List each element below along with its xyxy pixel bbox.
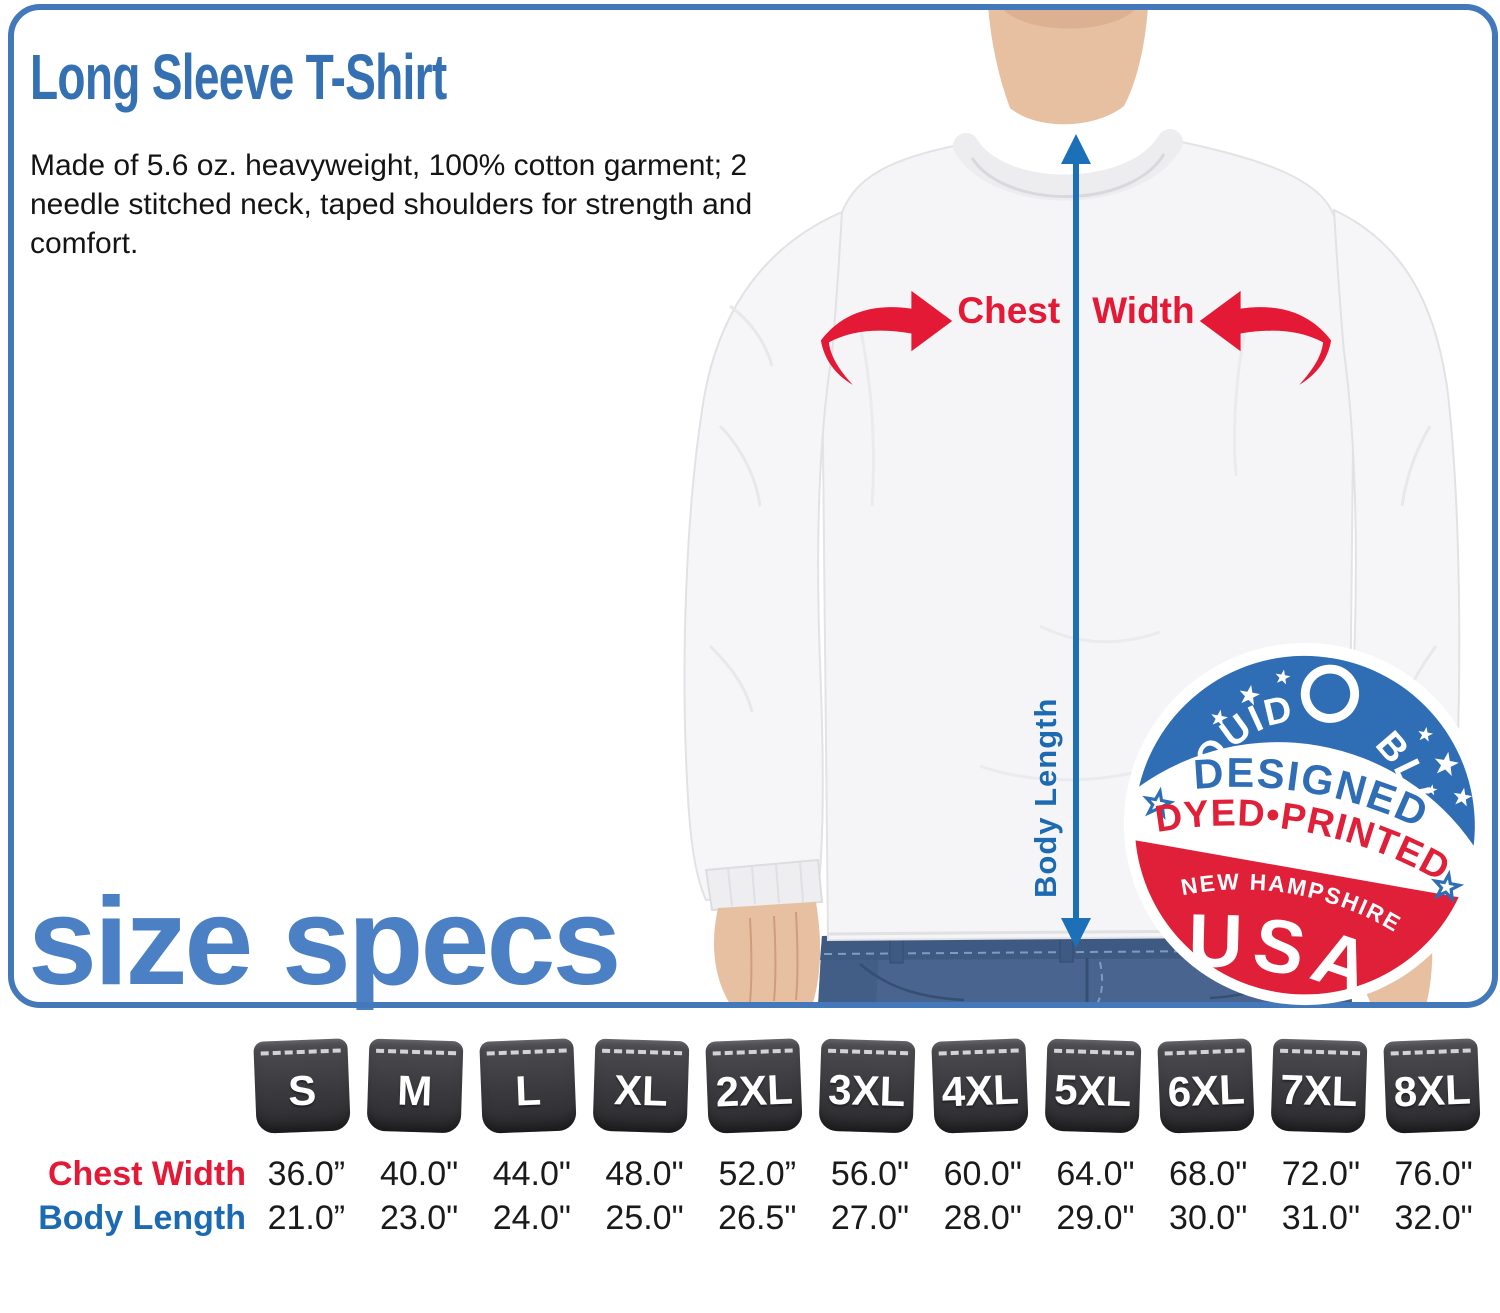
liquid-blue-logo-icon: [1300, 664, 1360, 723]
chest-width-value-5xl: 64.0": [1056, 1154, 1135, 1193]
body-length-value-7xl: 31.0": [1281, 1198, 1361, 1237]
chest-width-value-3xl: 56.0": [830, 1154, 910, 1193]
body-length-value-xl: 25.0": [605, 1198, 684, 1237]
body-length-value-8xl: 32.0": [1394, 1198, 1473, 1237]
tag-stitch: [712, 1048, 793, 1056]
size-tag-label: M: [396, 1066, 434, 1115]
tag-stitch: [1280, 1048, 1361, 1056]
size-tag-label: 6XL: [1166, 1065, 1246, 1116]
size-tag-7xl: 7XL: [1270, 1038, 1368, 1134]
badge-red-segment: [1135, 840, 1459, 995]
tag-stitch: [1390, 1048, 1471, 1056]
model-left-sleeve: [683, 210, 844, 912]
chest-width-value-m: 40.0": [379, 1154, 459, 1193]
size-tag-label: 3XL: [827, 1065, 907, 1116]
size-tag-label: 2XL: [714, 1065, 794, 1116]
body-length-value-4xl: 28.0": [943, 1198, 1022, 1237]
size-tag-4xl: 4XL: [931, 1038, 1029, 1134]
body-length-row-label: Body Length: [38, 1198, 246, 1237]
chest-width-value-6xl: 68.0": [1169, 1154, 1248, 1193]
chest-width-word1: Chest: [957, 290, 1061, 331]
chest-width-label: Chest Width: [876, 290, 1276, 332]
size-tag-label: 5XL: [1053, 1065, 1133, 1116]
chest-width-value-xl: 48.0": [605, 1154, 684, 1193]
size-tag-5xl: 5XL: [1044, 1038, 1142, 1134]
chest-width-arrow-left-icon: [820, 290, 953, 385]
size-tag-m: M: [366, 1038, 464, 1134]
chest-width-row: Chest Width 36.0” 40.0" 44.0" 48.0" 52.0…: [0, 1152, 1490, 1196]
page-title: Long Sleeve T-Shirt: [30, 41, 447, 113]
size-tag-label: 8XL: [1392, 1065, 1472, 1116]
chest-width-value-7xl: 72.0": [1281, 1154, 1361, 1193]
body-length-value-3xl: 27.0": [830, 1198, 910, 1237]
size-tag-label: S: [287, 1066, 318, 1115]
tag-stitch: [1164, 1048, 1245, 1056]
tag-stitch: [828, 1048, 909, 1056]
size-tag-label: XL: [613, 1066, 669, 1115]
body-length-label: Body Length: [1028, 697, 1063, 898]
size-tag-label: 7XL: [1279, 1065, 1359, 1116]
chest-width-row-label: Chest Width: [47, 1154, 246, 1193]
size-tag-label: L: [514, 1066, 542, 1115]
size-tag-2xl: 2XL: [705, 1038, 803, 1134]
chest-width-value-8xl: 76.0": [1394, 1154, 1473, 1193]
body-length-value-6xl: 30.0": [1169, 1198, 1248, 1237]
size-spec-table: Chest Width 36.0” 40.0" 44.0" 48.0" 52.0…: [0, 1152, 1490, 1240]
chest-width-value-s: 36.0”: [267, 1154, 346, 1193]
size-tag-8xl: 8XL: [1383, 1038, 1481, 1134]
body-length-row: Body Length 21.0” 23.0" 24.0" 25.0" 26.5…: [0, 1196, 1490, 1240]
tag-stitch: [260, 1048, 341, 1056]
tag-stitch: [602, 1048, 683, 1056]
tag-stitch: [1054, 1048, 1135, 1056]
model-left-hand: [714, 902, 821, 1006]
tag-stitch: [376, 1048, 457, 1056]
tag-stitch: [486, 1048, 567, 1056]
model-chin-shadow: [1000, 6, 1138, 29]
chest-width-word2: Width: [1092, 290, 1195, 331]
chest-width-value-4xl: 60.0": [943, 1154, 1022, 1193]
chest-width-value-l: 44.0": [492, 1154, 571, 1193]
size-tag-s: S: [253, 1038, 351, 1134]
tag-stitch: [938, 1048, 1019, 1056]
body-length-value-s: 21.0”: [267, 1198, 346, 1237]
size-tag-3xl: 3XL: [818, 1038, 916, 1134]
size-tag-6xl: 6XL: [1157, 1038, 1255, 1134]
badge-blue-segment: [1139, 655, 1475, 846]
size-tags-row: S M L XL 2XL 3XL 4XL 5XL 6XL 7XL 8XL: [253, 1038, 1481, 1140]
liquid-blue-badge: LIQUID BLUE DESIGNED DYED•PRINTED NEW HA…: [1123, 642, 1487, 1014]
size-tag-xl: XL: [592, 1038, 690, 1134]
size-specs-heading: size specs: [28, 873, 621, 1011]
product-description: Made of 5.6 oz. heavyweight, 100% cotton…: [30, 149, 753, 260]
chest-width-value-2xl: 52.0”: [718, 1154, 797, 1193]
size-tag-l: L: [479, 1038, 577, 1134]
body-length-value-m: 23.0": [379, 1198, 459, 1237]
shirt-collar: [953, 129, 1183, 201]
body-length-value-5xl: 29.0": [1056, 1198, 1135, 1237]
size-tag-label: 4XL: [940, 1065, 1020, 1116]
body-length-value-2xl: 26.5": [718, 1198, 797, 1237]
chest-width-arrow-right-icon: [1199, 290, 1332, 385]
body-length-value-l: 24.0": [492, 1198, 571, 1237]
model-neck: [988, 6, 1148, 125]
body-length-arrow-icon: [1061, 134, 1091, 948]
